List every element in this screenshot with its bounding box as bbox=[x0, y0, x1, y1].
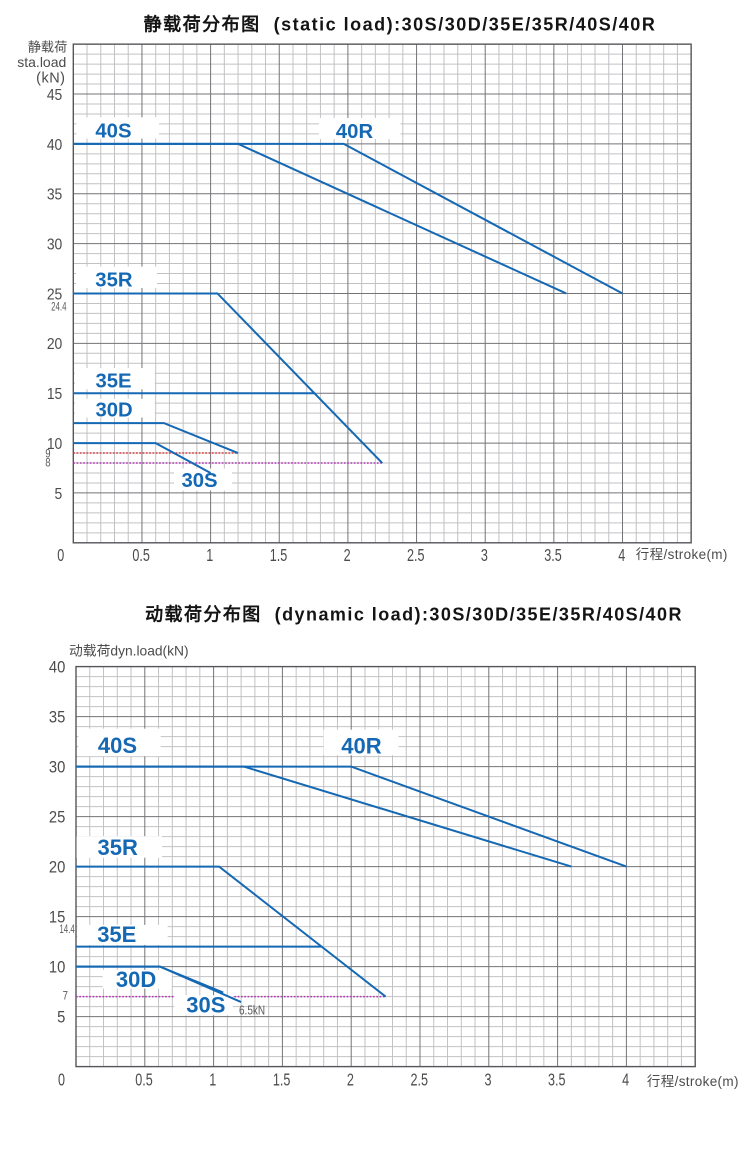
svg-text:行程/stroke(m): 行程/stroke(m) bbox=[647, 1074, 739, 1089]
svg-text:10: 10 bbox=[49, 959, 66, 977]
svg-text:35R: 35R bbox=[95, 270, 133, 292]
svg-text:7: 7 bbox=[63, 990, 68, 1003]
svg-text:0: 0 bbox=[57, 546, 64, 566]
svg-text:40R: 40R bbox=[341, 734, 381, 759]
svg-text:2: 2 bbox=[344, 546, 351, 566]
svg-text:40: 40 bbox=[47, 136, 62, 154]
svg-text:行程/stroke(m): 行程/stroke(m) bbox=[636, 547, 728, 562]
svg-text:0.5: 0.5 bbox=[135, 1070, 153, 1090]
svg-text:6.5kN: 6.5kN bbox=[239, 1004, 265, 1017]
svg-text:10: 10 bbox=[47, 435, 62, 453]
svg-text:24.4: 24.4 bbox=[51, 301, 67, 314]
svg-text:35R: 35R bbox=[98, 835, 138, 860]
svg-text:静载荷: 静载荷 bbox=[28, 39, 68, 54]
svg-text:35: 35 bbox=[47, 186, 62, 204]
svg-text:4: 4 bbox=[622, 1070, 629, 1090]
svg-text:1: 1 bbox=[206, 546, 213, 566]
svg-text:35E: 35E bbox=[97, 922, 136, 947]
svg-text:5: 5 bbox=[55, 485, 63, 503]
svg-text:20: 20 bbox=[49, 859, 66, 877]
svg-text:30D: 30D bbox=[116, 967, 156, 992]
svg-text:30S: 30S bbox=[182, 470, 218, 492]
svg-text:30S: 30S bbox=[186, 992, 225, 1017]
svg-text:动载荷dyn.load(kN): 动载荷dyn.load(kN) bbox=[69, 644, 189, 659]
svg-text:8: 8 bbox=[45, 457, 50, 470]
svg-text:(kN): (kN) bbox=[36, 70, 65, 86]
svg-text:3: 3 bbox=[481, 546, 488, 566]
svg-text:40S: 40S bbox=[95, 120, 131, 142]
svg-text:3.5: 3.5 bbox=[548, 1070, 566, 1090]
svg-text:0.5: 0.5 bbox=[132, 546, 150, 566]
svg-text:14.4: 14.4 bbox=[59, 924, 75, 937]
svg-text:3.5: 3.5 bbox=[544, 546, 562, 566]
svg-text:25: 25 bbox=[49, 809, 66, 827]
svg-text:动载荷分布图 (dynamic load):30S/30D: 动载荷分布图 (dynamic load):30S/30D/35E/35R/40… bbox=[145, 604, 683, 625]
svg-text:15: 15 bbox=[47, 385, 62, 403]
svg-text:1.5: 1.5 bbox=[270, 546, 288, 566]
svg-text:30: 30 bbox=[47, 236, 62, 254]
svg-text:2.5: 2.5 bbox=[410, 1070, 428, 1090]
svg-text:40: 40 bbox=[49, 659, 66, 677]
svg-text:40R: 40R bbox=[336, 121, 374, 143]
svg-text:30: 30 bbox=[49, 759, 66, 777]
svg-text:4: 4 bbox=[618, 546, 625, 566]
svg-text:35: 35 bbox=[49, 709, 66, 727]
svg-text:40S: 40S bbox=[98, 733, 137, 758]
svg-text:静载荷分布图 (static load):30S/30D/: 静载荷分布图 (static load):30S/30D/35E/35R/40S… bbox=[144, 13, 657, 34]
svg-text:45: 45 bbox=[47, 86, 62, 104]
svg-text:35E: 35E bbox=[96, 371, 132, 393]
svg-text:2: 2 bbox=[347, 1070, 354, 1090]
svg-text:5: 5 bbox=[57, 1009, 65, 1027]
svg-text:9: 9 bbox=[45, 448, 50, 461]
svg-text:30D: 30D bbox=[96, 400, 133, 422]
svg-text:sta.load: sta.load bbox=[17, 54, 66, 70]
svg-text:2.5: 2.5 bbox=[407, 546, 425, 566]
svg-text:1: 1 bbox=[209, 1070, 216, 1090]
svg-text:3: 3 bbox=[484, 1070, 491, 1090]
svg-text:0: 0 bbox=[58, 1070, 65, 1090]
svg-text:25: 25 bbox=[47, 285, 62, 303]
svg-text:1.5: 1.5 bbox=[273, 1070, 291, 1090]
svg-text:15: 15 bbox=[49, 909, 66, 927]
svg-text:20: 20 bbox=[47, 335, 62, 353]
